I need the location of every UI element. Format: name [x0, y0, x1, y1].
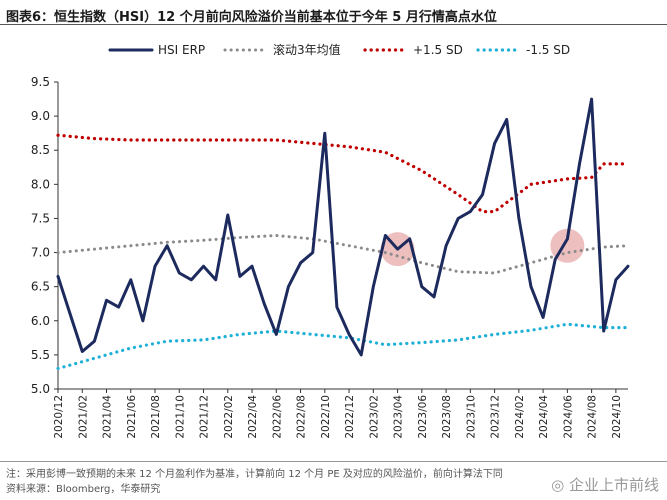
x-tick-label: 2021/02: [77, 395, 89, 439]
x-tick-label: 2022/08: [296, 395, 308, 439]
watermark-icon: ◎: [551, 476, 565, 494]
legend: HSI ERP 滚动3年均值 +1.5 SD -1.5 SD: [108, 42, 570, 57]
title-rule: [0, 24, 667, 25]
figure-label: 图表6：: [6, 10, 55, 25]
y-tick-label: 9.5: [31, 75, 50, 89]
y-tick-label: 9.0: [31, 109, 50, 123]
source-note: 资料来源：Bloomberg，华泰研究: [6, 484, 161, 495]
x-tick-label: 2021/08: [150, 395, 162, 439]
x-tick-label: 2023/06: [417, 395, 429, 439]
x-tick-label: 2021/12: [199, 395, 211, 439]
x-tick-label: 2023/08: [441, 395, 453, 439]
axes: 5.0 5.5 6.0 6.5 7.0 7.5 8.0 8.5 9.0 9.5 2020/12 202…: [31, 75, 628, 439]
x-tick-label: 2024/02: [514, 395, 526, 439]
line-chart: HSI ERP 滚动3年均值 +1.5 SD -1.5 SD 5.0 5.5 6.0 6.5…: [31, 42, 630, 439]
y-tick-label: 8.0: [31, 177, 50, 191]
x-tick-label: 2024/06: [562, 395, 574, 439]
footer-rule: [0, 461, 667, 462]
x-tick-label: 2021/06: [126, 395, 138, 439]
y-tick-label: 6.0: [31, 314, 50, 328]
legend-label-0: HSI ERP: [158, 43, 205, 57]
watermark-text: 企业上市前线: [568, 476, 659, 494]
x-tick-label: 2023/04: [393, 395, 405, 439]
figure-title-text: 恒生指数（HSI）12 个月前向风险溢价当前基本位于今年 5 月行情高点水位: [54, 10, 497, 25]
series-line-0: [56, 97, 630, 357]
series-layer: [56, 97, 630, 371]
x-tick-label: 2023/12: [490, 395, 502, 439]
x-tick-label: 2022/06: [271, 395, 283, 439]
series-line-3: [56, 322, 630, 371]
x-tick-label: 2021/04: [102, 395, 114, 439]
series-line-2: [56, 133, 630, 214]
y-tick-label: 5.0: [31, 382, 50, 396]
y-tick-label: 5.5: [31, 348, 50, 362]
x-tick-label: 2020/12: [53, 395, 65, 439]
footnote: 注：采用彭博一致预期的未来 12 个月盈利作为基准，计算前向 12 个月 PE …: [6, 469, 503, 480]
x-tick-label: 2021/10: [174, 395, 186, 439]
legend-label-3: -1.5 SD: [526, 43, 570, 57]
x-tick-label: 2022/04: [247, 395, 259, 439]
series-line-1: [56, 234, 630, 275]
y-tick-label: 7.0: [31, 246, 50, 260]
y-tick-label: 7.5: [31, 211, 50, 225]
x-tick-label: 2024/04: [538, 395, 550, 439]
figure-title: 图表6：恒生指数（HSI）12 个月前向风险溢价当前基本位于今年 5 月行情高点…: [6, 6, 497, 25]
legend-label-2: +1.5 SD: [413, 43, 463, 57]
x-tick-label: 2022/02: [223, 395, 235, 439]
legend-label-1: 滚动3年均值: [273, 42, 341, 57]
x-tick-label: 2024/08: [587, 395, 599, 439]
y-tick-label: 6.5: [31, 280, 50, 294]
watermark: ◎ 企业上市前线: [551, 474, 659, 495]
x-tick-label: 2024/10: [611, 395, 623, 439]
x-tick-label: 2022/10: [320, 395, 332, 439]
x-tick-label: 2022/12: [344, 395, 356, 439]
x-tick-label: 2023/10: [465, 395, 477, 439]
y-tick-label: 8.5: [31, 143, 50, 157]
x-tick-label: 2023/02: [368, 395, 380, 439]
